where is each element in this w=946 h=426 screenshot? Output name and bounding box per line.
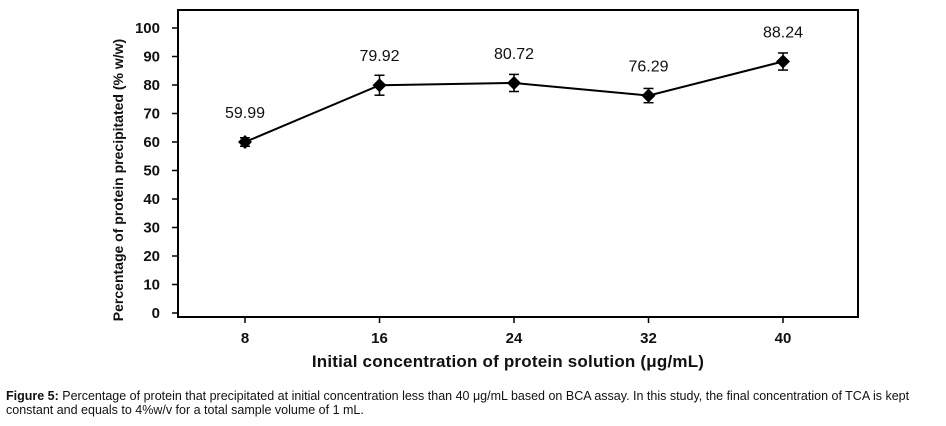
y-tick-label: 100	[135, 20, 160, 37]
data-label: 80.72	[494, 46, 534, 63]
y-tick-label: 10	[143, 277, 160, 294]
x-tick-label: 24	[506, 330, 523, 347]
x-tick-label: 8	[241, 330, 249, 347]
data-labels: 59.99 79.92 80.72 76.29 88.24	[225, 25, 803, 123]
data-label: 79.92	[359, 48, 399, 65]
y-tick-label: 40	[143, 191, 160, 208]
series-line-group	[238, 52, 790, 150]
y-tick-label: 20	[143, 248, 160, 265]
data-label: 76.29	[628, 59, 668, 76]
x-tick-label: 32	[640, 330, 657, 347]
plot-area	[177, 9, 859, 318]
y-tick-label: 50	[143, 163, 160, 180]
x-axis-ticks: 8 16 24 32 40	[241, 317, 792, 347]
y-tick-label: 30	[143, 220, 160, 237]
x-tick-label: 40	[775, 330, 792, 347]
data-point-marker	[372, 78, 387, 93]
data-point-marker	[641, 88, 656, 103]
y-tick-label: 90	[143, 49, 160, 66]
y-axis-ticks: 0 10 20 30 40 50 60 70 80 90 100	[135, 20, 178, 322]
y-axis-label: Percentage of protein precipitated (% w/…	[110, 39, 126, 321]
caption-text: Percentage of protein that precipitated …	[6, 389, 910, 417]
data-point-marker	[776, 54, 790, 69]
y-tick-label: 80	[143, 77, 160, 94]
data-label: 88.24	[763, 25, 803, 42]
y-tick-label: 0	[152, 305, 160, 322]
x-tick-label: 16	[371, 330, 388, 347]
data-point-marker	[507, 75, 521, 90]
series-line	[244, 60, 784, 143]
caption-label: Figure 5:	[6, 389, 59, 403]
data-point-marker	[238, 135, 252, 150]
x-axis-label: Initial concentration of protein solutio…	[312, 352, 704, 371]
y-tick-label: 70	[143, 106, 160, 123]
data-label: 59.99	[225, 105, 265, 122]
y-tick-label: 60	[143, 134, 160, 151]
figure-caption: Figure 5: Percentage of protein that pre…	[6, 389, 942, 417]
